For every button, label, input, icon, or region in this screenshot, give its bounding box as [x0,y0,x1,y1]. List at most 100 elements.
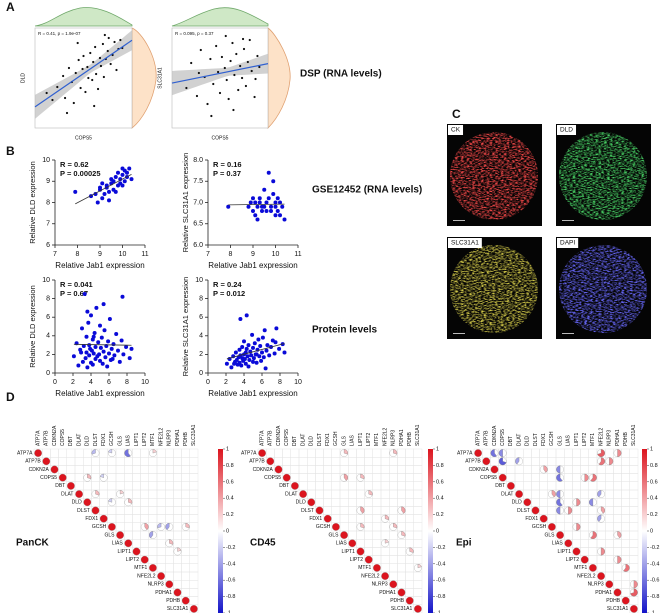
data-point [278,213,282,218]
data-point [80,326,84,331]
data-point [266,196,271,201]
y-tick-label: 2 [199,351,203,358]
column-label: FDX1 [325,433,331,446]
column-label: ATP7B [484,430,490,446]
y-axis-label: Relative DLD expression [28,161,37,244]
correlation-glyph [597,449,605,457]
data-point [73,189,78,194]
data-point [114,331,119,336]
column-label: DLST [317,433,323,446]
data-point [218,91,222,95]
correlation-glyph [360,506,365,514]
x-tick-label: 0 [206,379,210,386]
correlation-glyph [100,473,104,478]
data-point [258,65,261,69]
colorbar-tick-label: 0.6 [226,479,234,485]
y-tick-label: 6 [46,242,50,249]
data-point [67,66,71,70]
column-label: DLST [533,433,539,446]
column-label: GLS [341,435,347,446]
y-tick-label: 8 [46,199,50,206]
y-tick-label: 6.5 [193,221,203,228]
data-point [76,363,81,368]
data-point [264,348,269,353]
y-tick-label: 10 [42,157,50,164]
data-point [273,340,278,345]
fluorescence-image: CK [447,124,542,226]
data-point [260,350,264,355]
colorbar-tick-label: 0.6 [650,479,658,485]
row-label: DLST [517,508,530,514]
correlation-glyph [609,457,614,466]
colorbar-tick-label: -0.2 [436,545,445,551]
colorbar-tick-label: 1 [436,446,439,452]
data-point [232,361,237,366]
data-point [253,200,258,205]
data-point [111,179,116,184]
colorbar-tick-label: 0.4 [436,496,444,502]
x-tick-label: 8 [125,379,129,386]
correlation-glyph [621,596,630,605]
column-label: ATP7B [44,430,50,446]
column-label: LIPT1 [358,432,364,446]
row-label: LIPT2 [126,557,140,563]
data-point [264,209,269,213]
correlation-glyph [99,514,108,523]
data-point [124,344,129,349]
data-point [241,37,245,41]
row-label: PDHA1 [155,590,172,596]
correlation-glyph [307,498,316,507]
data-point [256,54,259,58]
colorbar-tick-label: -0.6 [226,578,235,584]
data-point [112,353,117,358]
data-point [258,344,263,349]
colorbar-tick-label: 0.4 [226,496,234,502]
column-label: FDX1 [541,433,547,446]
data-point [251,209,255,213]
correlation-glyph [356,547,365,556]
y-tick-label: 0 [46,370,50,377]
row-label: FDX1 [525,516,538,522]
marginal-density [34,7,133,27]
stat-annotation: R = 0.041 [60,280,93,289]
colorbar-tick-label: 0.8 [226,463,234,469]
image-label-box [448,125,464,135]
correlation-glyph [384,539,389,544]
correlation-glyph [389,580,398,589]
data-point [117,359,122,364]
data-point [98,185,102,190]
correlation-glyph [169,539,174,545]
row-label: ATP7A [457,450,473,456]
column-label: CDKN2A [276,425,282,446]
data-point [98,323,102,328]
data-point [259,358,264,363]
data-point [246,343,251,348]
data-point [129,346,134,351]
data-point [247,357,252,362]
data-point [246,60,249,64]
data-point [251,359,255,364]
column-label: GCSH [333,431,339,446]
data-point [278,200,282,205]
scale-bar [562,333,574,334]
x-tick-label: 10 [141,379,149,386]
data-point [265,343,270,348]
data-point [127,356,132,361]
column-label: NLRP3 [167,430,173,446]
data-point [84,334,89,339]
column-label: SLC31A1 [415,424,421,446]
y-axis-label: SLC31A1 [157,67,163,89]
marginal-density [267,27,291,129]
colorbar-tick-label: 0.2 [436,512,444,518]
data-point [105,364,110,369]
correlation-glyph [523,498,532,507]
correlation-glyph [498,457,507,466]
correlation-glyph [149,531,154,539]
column-label: NFE2L2 [598,427,604,446]
colorbar [428,449,433,613]
data-point [116,348,120,353]
x-tick-label: 8 [76,251,80,258]
data-point [231,41,234,45]
data-point [269,204,273,209]
x-tick-label: 2 [224,379,228,386]
